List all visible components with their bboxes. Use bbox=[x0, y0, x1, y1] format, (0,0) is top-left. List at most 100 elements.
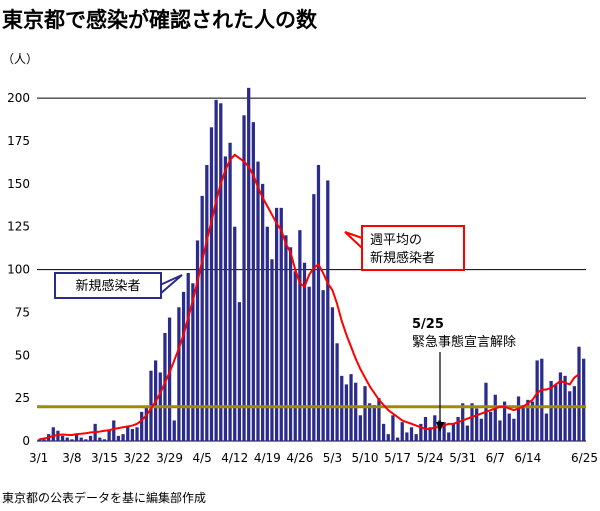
bar bbox=[112, 420, 116, 441]
bar bbox=[223, 156, 228, 441]
y-tick-label: 125 bbox=[7, 220, 30, 234]
x-axis-ticks: 3/1 3/8 3/15 3/22 3/29 4/5 4/12 4/19 4/26 5/3 5/10… bbox=[29, 451, 598, 465]
x-tick-label: 4/19 bbox=[254, 451, 281, 465]
x-tick-label: 4/12 bbox=[221, 451, 248, 465]
bar bbox=[126, 425, 130, 441]
line-series-callout: 週平均の 新規感染者 bbox=[344, 225, 465, 271]
y-axis-ticks: 0 25 50 75 100 125 150 175 200 bbox=[7, 91, 30, 448]
bar bbox=[135, 427, 139, 441]
bar bbox=[167, 317, 172, 441]
x-tick-label: 5/3 bbox=[323, 451, 342, 465]
bar bbox=[368, 403, 372, 441]
event-callout: 5/25 緊急事態宣言解除 bbox=[412, 317, 516, 432]
bar bbox=[163, 333, 167, 441]
bar bbox=[540, 358, 544, 441]
bar bbox=[279, 207, 283, 441]
bar bbox=[172, 420, 176, 441]
bar bbox=[79, 437, 83, 441]
bar bbox=[554, 384, 558, 441]
bar bbox=[181, 291, 186, 441]
bar bbox=[391, 415, 395, 441]
y-tick-label: 200 bbox=[7, 91, 30, 105]
bar bbox=[488, 411, 493, 441]
bar bbox=[563, 375, 567, 441]
x-tick-label: 6/25 bbox=[571, 451, 598, 465]
bar bbox=[140, 411, 144, 441]
average-line-series bbox=[39, 153, 580, 441]
bar bbox=[326, 180, 330, 441]
bar bbox=[363, 386, 367, 441]
bar bbox=[470, 403, 474, 441]
bar bbox=[284, 235, 288, 441]
bar bbox=[321, 290, 325, 441]
source-note: 東京都の公表データを基に編集部作成 bbox=[2, 491, 207, 505]
bar bbox=[451, 423, 456, 441]
y-tick-label: 75 bbox=[15, 305, 30, 319]
x-tick-label: 3/29 bbox=[156, 451, 183, 465]
y-tick-label: 25 bbox=[15, 391, 30, 405]
event-label: 緊急事態宣言解除 bbox=[412, 334, 516, 350]
bar bbox=[270, 259, 274, 441]
bar bbox=[84, 439, 88, 441]
bar bbox=[354, 382, 358, 441]
bar bbox=[419, 423, 423, 441]
bar bbox=[186, 273, 190, 441]
bar bbox=[475, 408, 479, 441]
y-axis-unit-label: （人） bbox=[2, 52, 39, 66]
x-tick-label: 5/31 bbox=[449, 451, 476, 465]
x-tick-label: 4/5 bbox=[193, 451, 212, 465]
bar bbox=[535, 360, 539, 441]
bar bbox=[358, 415, 362, 441]
bar bbox=[298, 230, 302, 441]
bar bbox=[209, 127, 214, 441]
bar bbox=[265, 226, 269, 441]
y-tick-label: 50 bbox=[15, 348, 30, 362]
bar bbox=[479, 418, 483, 441]
bar bbox=[530, 401, 535, 441]
bar bbox=[242, 115, 246, 441]
bar bbox=[442, 422, 446, 441]
bar bbox=[116, 435, 121, 441]
bar bbox=[88, 435, 93, 441]
bar bbox=[330, 307, 335, 441]
bar bbox=[512, 418, 516, 441]
bar bbox=[568, 391, 572, 441]
bar bbox=[256, 161, 260, 441]
bar bbox=[144, 406, 148, 441]
y-tick-label: 0 bbox=[22, 434, 30, 448]
bar bbox=[219, 103, 223, 441]
bar bbox=[205, 165, 209, 441]
bar bbox=[274, 207, 279, 441]
x-tick-label: 5/24 bbox=[417, 451, 444, 465]
bar bbox=[251, 122, 255, 441]
y-tick-label: 175 bbox=[7, 134, 30, 148]
bar bbox=[372, 405, 376, 441]
bar bbox=[233, 226, 237, 441]
event-date-label: 5/25 bbox=[412, 317, 444, 332]
y-tick-label: 100 bbox=[7, 263, 30, 277]
bar bbox=[51, 427, 55, 441]
bar bbox=[549, 381, 553, 441]
bar bbox=[98, 437, 102, 441]
bar bbox=[195, 240, 200, 441]
bar bbox=[409, 427, 414, 441]
x-tick-label: 3/22 bbox=[124, 451, 151, 465]
bar bbox=[386, 434, 390, 441]
bar bbox=[261, 183, 265, 442]
bar bbox=[302, 262, 307, 441]
bar bbox=[130, 429, 135, 441]
bar bbox=[405, 432, 409, 441]
bar bbox=[507, 413, 511, 441]
x-tick-label: 3/8 bbox=[62, 451, 81, 465]
bar bbox=[177, 307, 181, 441]
bar bbox=[381, 423, 386, 441]
bar bbox=[60, 435, 65, 441]
bar bbox=[316, 165, 321, 441]
x-tick-label: 5/10 bbox=[352, 451, 379, 465]
bar bbox=[521, 405, 525, 441]
bar bbox=[107, 430, 111, 441]
bar bbox=[456, 417, 460, 441]
x-tick-label: 3/15 bbox=[91, 451, 118, 465]
bar bbox=[312, 194, 316, 441]
chart-title: 東京都で感染が確認された人の数 bbox=[2, 8, 317, 32]
